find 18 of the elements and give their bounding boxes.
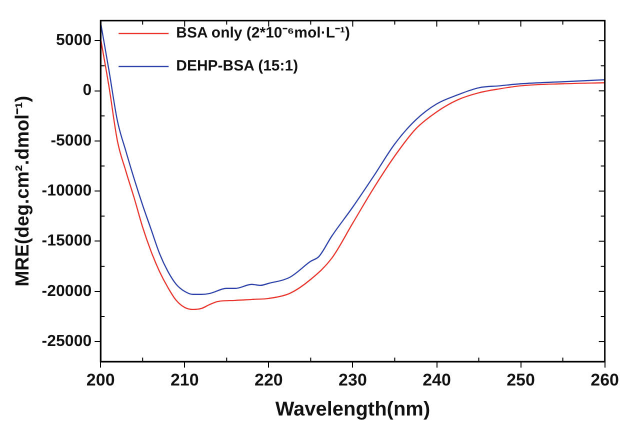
x-tick-label: 250 xyxy=(506,370,535,390)
x-axis-title: Wavelength(nm) xyxy=(275,398,430,421)
y-tick-label: 5000 xyxy=(56,32,92,50)
x-tick-label: 200 xyxy=(86,370,115,390)
x-tick-label: 220 xyxy=(254,370,283,390)
y-axis-title: MRE(deg.cm².dmol⁻¹) xyxy=(12,96,34,286)
y-tick-label: -10000 xyxy=(42,182,92,200)
y-tick-label: -15000 xyxy=(42,232,92,250)
x-tick-label: 240 xyxy=(422,370,451,390)
legend-label: DEHP-BSA (15:1) xyxy=(176,58,298,75)
y-tick-label: -20000 xyxy=(42,282,92,300)
x-tick-label: 230 xyxy=(338,370,367,390)
y-tick-label: 0 xyxy=(82,82,92,100)
x-tick-label: 210 xyxy=(170,370,199,390)
legend-label: BSA only (2*10⁻⁶mol·L⁻¹) xyxy=(176,24,350,42)
y-tick-label: -25000 xyxy=(42,332,92,350)
x-tick-label: 260 xyxy=(590,370,620,390)
y-tick-label: -5000 xyxy=(50,132,92,150)
